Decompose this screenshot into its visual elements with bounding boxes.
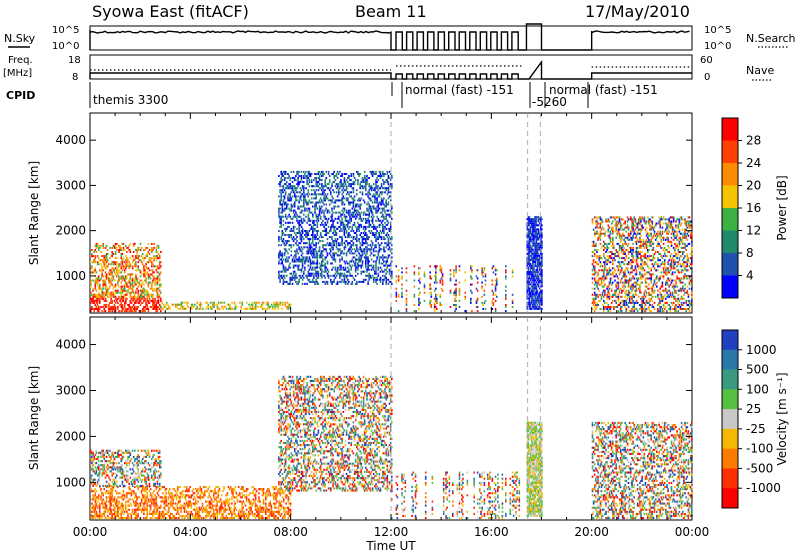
velocity-data-cells xyxy=(90,375,693,520)
nave-tick-top: 60 xyxy=(700,55,713,66)
power-colorbar-swatch xyxy=(722,253,738,276)
nave-label: Nave xyxy=(746,64,774,77)
power-region-1 xyxy=(90,242,162,313)
nsky-tick-bottom: 10^0 xyxy=(52,41,79,52)
cpid-label: CPID xyxy=(6,89,35,102)
velocity-y-tick-1000: 1000 xyxy=(55,475,86,489)
velocity-colorbar-swatch xyxy=(722,409,738,430)
power-colorbar: 28 24 20 16 12 8 4 Power [dB] xyxy=(721,117,789,299)
velocity-y-tick-2000: 2000 xyxy=(55,429,86,443)
power-colorbar-swatch xyxy=(722,140,738,164)
cpid-segment-1: themis 3300 xyxy=(93,93,168,107)
power-colorbar-swatch xyxy=(722,275,738,299)
velocity-colorbar-swatch xyxy=(722,369,738,390)
nsearch-label: N.Search xyxy=(746,32,796,45)
date-title: 17/May/2010 xyxy=(585,2,690,21)
freq-unit: [MHz] xyxy=(3,68,32,79)
velocity-colorbar-swatch xyxy=(722,428,738,450)
power-y-tick-3000: 3000 xyxy=(55,178,86,192)
nsearch-tick-bottom: 10^0 xyxy=(704,41,731,52)
velocity-colorbar-tick: -1000 xyxy=(746,481,781,495)
power-colorbar-tick: 12 xyxy=(746,224,761,238)
power-colorbar-title: Power [dB] xyxy=(775,175,789,240)
velocity-colorbar-tick: -100 xyxy=(746,442,773,456)
power-y-tick-1000: 1000 xyxy=(55,269,86,283)
x-tick-5: 20:00 xyxy=(574,525,609,539)
cpid-segment-2: normal (fast) -151 xyxy=(405,83,514,97)
velocity-colorbar: 1000 500 100 25 -25 -100 -500 -1000 Velocity [m … xyxy=(721,329,789,509)
freq-panel: Freq. [MHz] 18 8 60 0 Nave xyxy=(3,54,774,83)
velocity-colorbar-swatch xyxy=(722,468,738,489)
power-region-5 xyxy=(526,216,543,310)
power-region-3 xyxy=(278,170,393,285)
velocity-y-axis-title: Slant Range [km] xyxy=(27,366,41,470)
nsky-trace xyxy=(89,23,690,51)
power-colorbar-tick: 24 xyxy=(746,156,761,170)
x-tick-6: 00:00 xyxy=(675,525,710,539)
velocity-colorbar-tick: 500 xyxy=(746,363,769,377)
x-tick-2: 08:00 xyxy=(273,525,308,539)
velocity-colorbar-swatch xyxy=(722,389,738,410)
nave-trace xyxy=(90,65,692,71)
velocity-colorbar-tick: 25 xyxy=(746,402,761,416)
nave-tick-bottom: 0 xyxy=(704,72,710,83)
x-tick-0: 00:00 xyxy=(73,525,108,539)
power-colorbar-swatch xyxy=(722,185,738,209)
cpid-segment-3: -5260 xyxy=(532,95,567,109)
power-colorbar-tick: 20 xyxy=(746,179,761,193)
power-panel: 1000 2000 3000 4000 Slant Range [km] 28 24 20 16… xyxy=(27,112,789,314)
velocity-colorbar-title: Velocity [m s⁻¹] xyxy=(775,372,789,465)
velocity-region-6 xyxy=(591,421,693,520)
power-colorbar-tick: 16 xyxy=(746,201,761,215)
power-region-2 xyxy=(160,301,292,310)
nsearch-tick-top: 10^5 xyxy=(704,25,731,36)
velocity-colorbar-tick: 1000 xyxy=(746,343,777,357)
cpid-segment-4: normal (fast) -151 xyxy=(549,83,658,97)
freq-tick-bottom: 8 xyxy=(72,72,78,83)
power-colorbar-tick: 28 xyxy=(746,134,761,148)
velocity-region-1 xyxy=(90,486,292,520)
power-colorbar-swatch xyxy=(722,230,738,254)
velocity-colorbar-swatch xyxy=(722,488,738,509)
velocity-colorbar-tick: -500 xyxy=(746,461,773,475)
power-y-tick-4000: 4000 xyxy=(55,133,86,147)
velocity-colorbar-swatch xyxy=(722,349,738,371)
power-colorbar-swatch xyxy=(722,208,738,231)
velocity-y-tick-3000: 3000 xyxy=(55,383,86,397)
power-y-tick-2000: 2000 xyxy=(55,224,86,238)
power-colorbar-tick: 8 xyxy=(746,246,754,260)
velocity-region-5 xyxy=(526,421,543,517)
x-tick-3: 12:00 xyxy=(374,525,409,539)
power-colorbar-swatch xyxy=(722,118,738,141)
x-axis: 00:00 04:00 08:00 12:00 16:00 20:00 00:00 xyxy=(73,525,710,539)
x-tick-4: 16:00 xyxy=(474,525,509,539)
power-colorbar-tick: 4 xyxy=(746,269,754,283)
velocity-colorbar-tick: -25 xyxy=(746,422,766,436)
velocity-colorbar-tick: 100 xyxy=(746,382,769,396)
power-region-4 xyxy=(395,265,514,313)
velocity-region-2 xyxy=(90,449,162,487)
velocity-region-3 xyxy=(278,375,393,492)
nsky-tick-top: 10^5 xyxy=(52,25,79,36)
power-data-cells xyxy=(90,170,693,313)
power-region-6 xyxy=(591,216,693,313)
freq-trace xyxy=(89,59,692,80)
velocity-colorbar-swatch xyxy=(722,448,738,469)
station-title: Syowa East (fitACF) xyxy=(92,2,249,21)
velocity-region-4 xyxy=(391,471,521,520)
x-axis-title: Time UT xyxy=(365,539,416,553)
beam-title: Beam 11 xyxy=(355,2,427,21)
cpid-panel: CPID themis 3300 normal (fast) -151 -526… xyxy=(6,82,658,109)
velocity-y-tick-4000: 4000 xyxy=(55,338,86,352)
nsky-panel: N.Sky 10^5 10^0 10^5 10^0 N.Search xyxy=(4,23,796,52)
freq-label: Freq. xyxy=(8,55,33,66)
power-y-axis-title: Slant Range [km] xyxy=(27,161,41,265)
freq-tick-top: 18 xyxy=(68,55,81,66)
nsky-label: N.Sky xyxy=(4,32,36,45)
power-colorbar-swatch xyxy=(722,163,738,186)
velocity-colorbar-swatch xyxy=(722,330,738,351)
x-tick-1: 04:00 xyxy=(173,525,208,539)
